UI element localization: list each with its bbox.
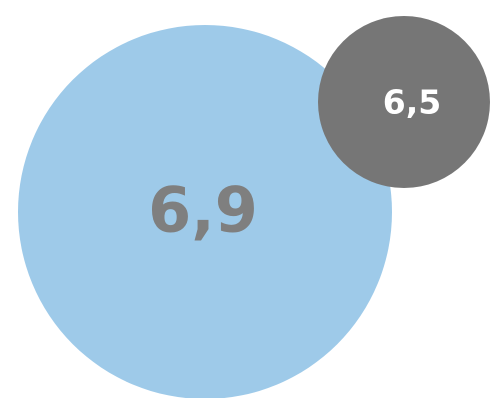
bubble-small-label: 6,5 xyxy=(383,83,441,122)
bubble-large xyxy=(18,25,392,398)
bubble-small xyxy=(318,16,490,188)
bubble-large-label: 6,9 xyxy=(148,174,258,247)
